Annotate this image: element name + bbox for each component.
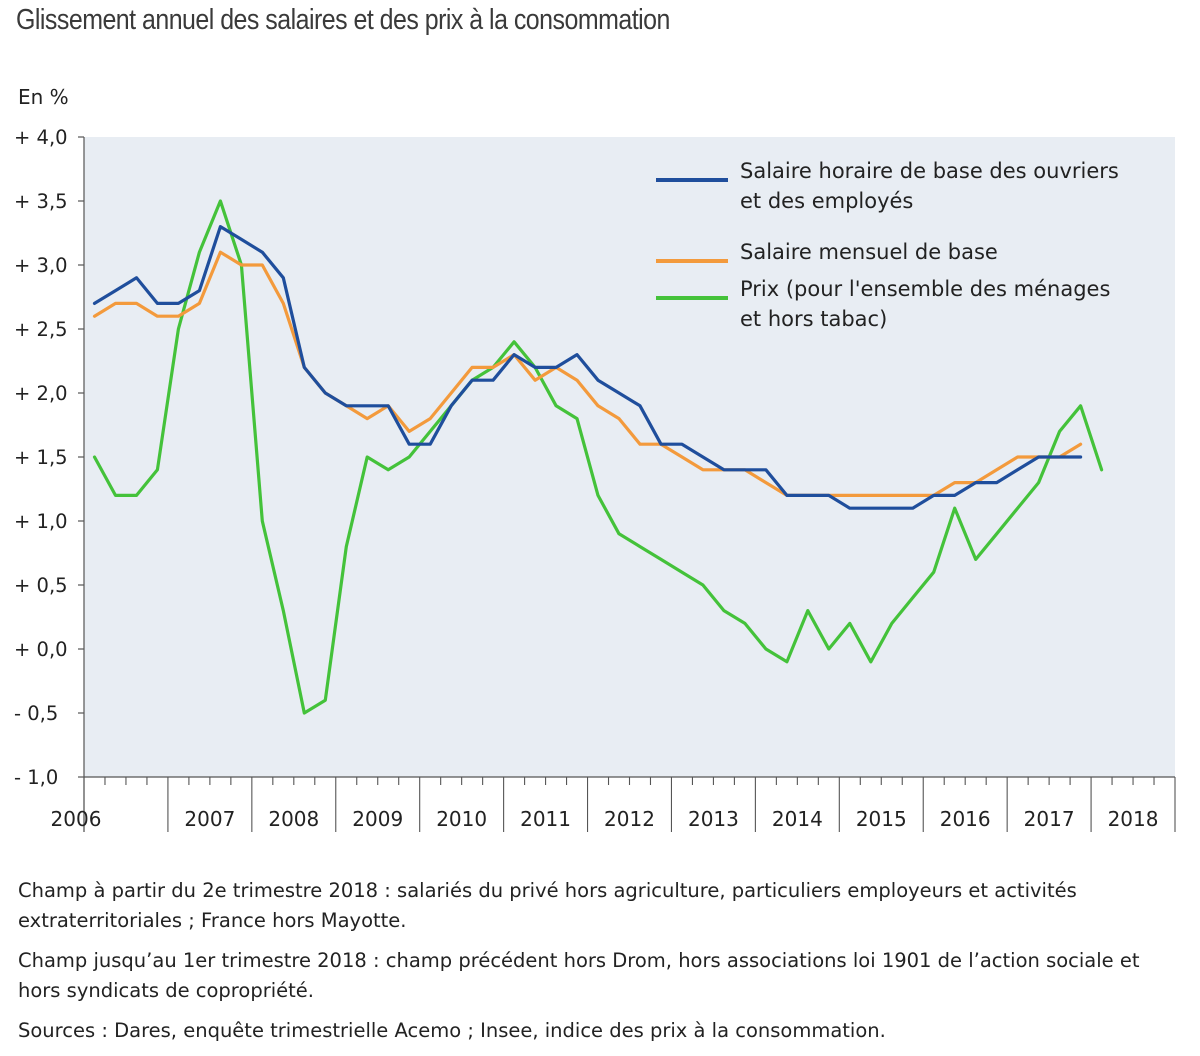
x-tick-label: 2014 [772,807,823,831]
notes: Champ à partir du 2e trimestre 2018 : sa… [18,876,1183,1056]
note-sources: Sources : Dares, enquête trimestrielle A… [18,1019,886,1042]
y-tick-label: - 0,5 [14,702,58,725]
series-line-0 [92,224,1083,510]
x-tick-label: 2007 [184,807,235,831]
legend-label-2: et hors tabac) [740,307,887,331]
series-lines [92,199,1104,715]
x-tick-label: 2012 [604,807,655,831]
y-axis: + 4,0 + 3,5 + 3,0 + 2,5 + 2,0 + 1,5 + 1,0 + 0,5… [14,126,85,832]
y-tick-label: + 2,5 [14,318,68,341]
x-tick-label: 2017 [1024,807,1075,831]
x-tick-label: 2018 [1108,807,1159,831]
plot-background [84,137,1175,777]
chart-title: Glissement annuel des salaires et des pr… [16,4,670,36]
legend-label-2: Prix (pour l'ensemble des ménages [740,277,1110,301]
x-tick-label: 2008 [268,807,319,831]
line-chart: + 4,0 + 3,5 + 3,0 + 2,5 + 2,0 + 1,5 + 1,0 + 0,5… [14,126,1176,832]
y-tick-label: + 0,0 [14,638,68,661]
note-field-from-q2-2018: Champ à partir du 2e trimestre 2018 : sa… [18,879,1077,932]
y-tick-label: - 1,0 [14,766,58,789]
x-tick-label: 2009 [352,807,403,831]
x-tick-label: 2006 [51,807,102,831]
series-line-1 [92,250,1083,497]
y-tick-label: + 4,0 [14,126,68,149]
legend: Salaire horaire de base des ouvriers et d… [656,159,1119,331]
x-tick-label: 2015 [856,807,907,831]
y-tick-label: + 2,0 [14,382,68,405]
y-tick-label: + 1,5 [14,446,68,469]
y-tick-label: + 1,0 [14,510,68,533]
x-tick-label: 2013 [688,807,739,831]
y-tick-label: + 0,5 [14,574,68,597]
y-tick-label: + 3,5 [14,190,68,213]
legend-label-0: Salaire horaire de base des ouvriers [740,159,1119,183]
x-axis: 2006 2007 2008 2009 2010 2011 2012 2013 2014 2015… [51,776,1176,832]
y-tick-label: + 3,0 [14,254,68,277]
note-field-until-q1-2018: Champ jusqu’au 1er trimestre 2018 : cham… [18,949,1140,1002]
series-line-2 [92,199,1104,715]
x-tick-label: 2010 [436,807,487,831]
legend-label-0: et des employés [740,189,913,213]
y-axis-unit-label: En % [18,85,69,109]
legend-label-1: Salaire mensuel de base [740,240,998,264]
x-tick-label: 2016 [940,807,991,831]
x-tick-label: 2011 [520,807,571,831]
